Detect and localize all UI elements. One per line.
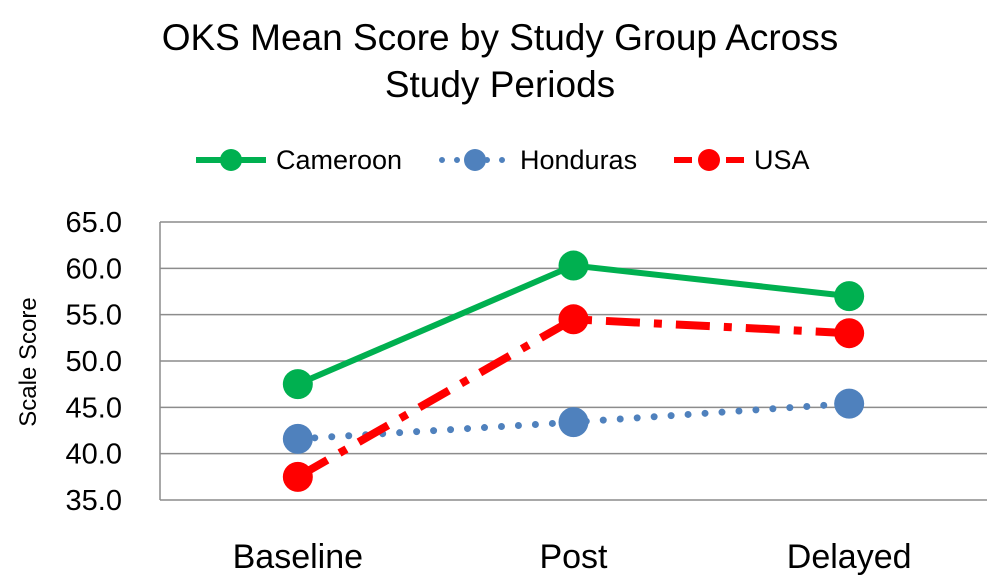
legend-swatch-cameroon [196,149,266,171]
series-line-usa [295,315,850,481]
y-tick-label: 65.0 [66,207,122,239]
x-tick-label: Delayed [787,538,912,576]
data-point-honduras [834,388,865,419]
data-point-usa [282,461,313,492]
series-points [282,250,865,492]
data-point-honduras [282,423,313,454]
legend-label-honduras: Honduras [520,145,638,175]
legend-swatch-usa [674,149,744,171]
y-tick-label: 60.0 [66,253,122,285]
y-axis-ticks: 35.0 40.0 45.0 50.0 55.0 60.0 65.0 [66,207,122,517]
legend-swatch-honduras [439,149,511,171]
data-point-cameroon [282,369,313,400]
y-tick-label: 50.0 [66,346,122,378]
legend: Cameroon Honduras USA [0,140,1000,180]
x-axis-ticks: Baseline Post Delayed [233,538,912,576]
x-tick-label: Baseline [233,538,363,576]
data-point-usa [558,304,589,335]
y-tick-label: 55.0 [66,300,122,332]
data-point-cameroon [558,250,589,281]
data-point-honduras [558,407,589,438]
x-tick-label: Post [539,538,608,576]
series-line-honduras [294,400,853,443]
y-axis-label: Scale Score [15,297,42,426]
y-tick-label: 40.0 [66,439,122,471]
chart-title-line-2: Study Periods [384,64,616,105]
data-point-cameroon [834,281,865,312]
legend-label-usa: USA [754,145,810,175]
chart-title-line-1: OKS Mean Score by Study Group Across [161,17,839,58]
y-tick-label: 35.0 [66,485,122,517]
chart-title: OKS Mean Score by Study Group Across Stu… [0,14,1000,108]
data-point-usa [834,318,865,349]
y-tick-label: 45.0 [66,392,122,424]
legend-label-cameroon: Cameroon [276,145,403,175]
series-lines [294,262,853,481]
